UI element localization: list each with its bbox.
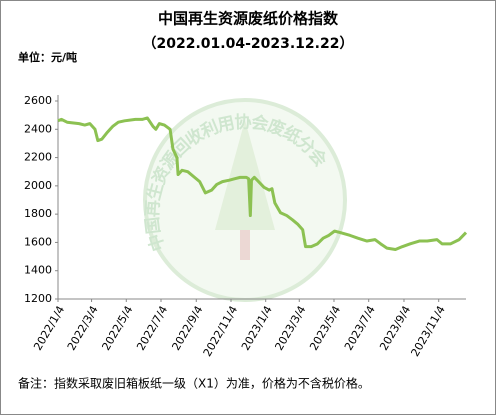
unit-label: 单位：元/吨: [18, 50, 77, 64]
data-line: [57, 116, 468, 251]
y-tick-label: 1600: [24, 235, 52, 248]
y-tick-label: 2200: [24, 151, 52, 164]
chart-title: 中国再生资源废纸价格指数: [158, 10, 339, 28]
y-tick-label: 1800: [24, 207, 52, 220]
watermark-tree: [215, 120, 275, 230]
y-tick-label: 2000: [24, 179, 52, 192]
note: 备注：指数采取废旧箱板纸一级（X1）为准，价格为不含税价格。: [18, 376, 370, 391]
y-tick-label: 1200: [24, 292, 52, 305]
y-tick-label: 1400: [24, 264, 52, 277]
watermark-trunk: [240, 230, 250, 260]
y-tick-label: 2600: [24, 94, 52, 107]
chart-subtitle: （2022.01.04-2023.12.22）: [143, 36, 354, 52]
y-tick-label: 2400: [24, 122, 52, 135]
